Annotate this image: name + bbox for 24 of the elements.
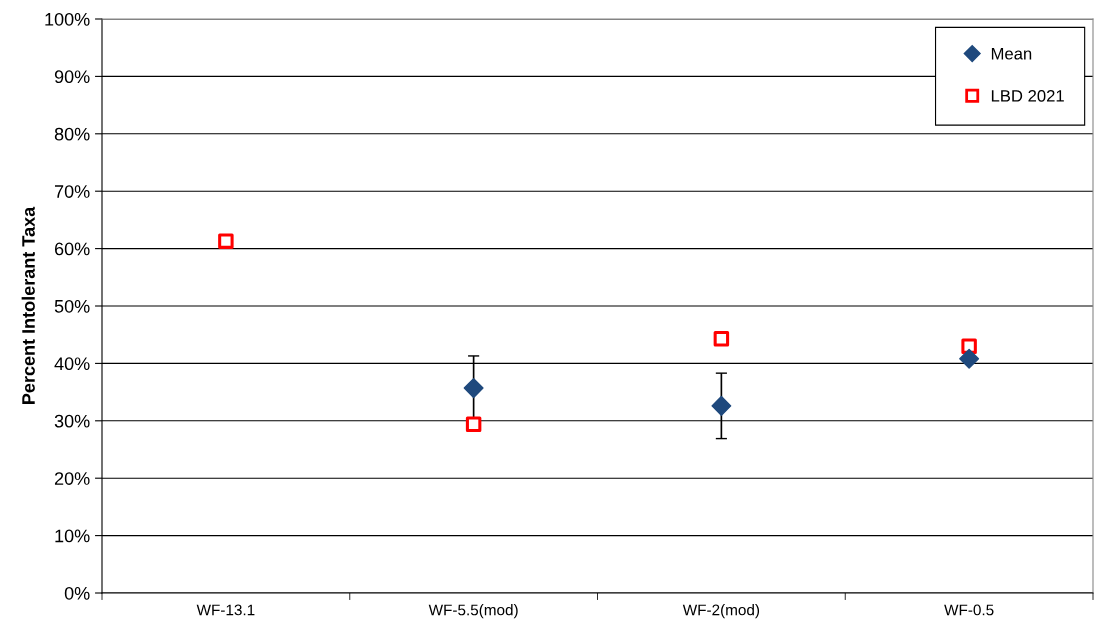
- x-tick-label: WF-0.5: [944, 604, 994, 616]
- point: [465, 416, 482, 432]
- y-tick-label: 70%: [54, 185, 90, 198]
- y-axis-title: Percent Intolerant Taxa: [21, 206, 35, 404]
- y-tick-label: 20%: [54, 472, 90, 485]
- y-tick-label: 0%: [64, 586, 90, 600]
- x-tick-label: WF-5.5(mod): [428, 604, 518, 619]
- y-tick-label: 40%: [54, 357, 90, 371]
- point: [711, 395, 732, 416]
- y-tick-label: 80%: [54, 127, 90, 141]
- y-tick-label: 60%: [54, 242, 90, 256]
- y-tick-label: 100%: [45, 12, 90, 26]
- legend-label: LBD 2021: [991, 89, 1064, 102]
- point: [959, 348, 980, 369]
- y-tick-label: 30%: [54, 414, 90, 428]
- x-tick-label: WF-2(mod): [682, 604, 760, 619]
- x-tick-label: WF-13.1: [196, 604, 255, 616]
- y-tick-label: 90%: [54, 70, 90, 84]
- point: [218, 233, 234, 249]
- y-tick-label: 50%: [54, 299, 90, 313]
- point: [463, 378, 484, 399]
- point: [713, 330, 730, 347]
- legend-label: Mean: [991, 47, 1032, 60]
- y-tick-label: 10%: [55, 529, 90, 543]
